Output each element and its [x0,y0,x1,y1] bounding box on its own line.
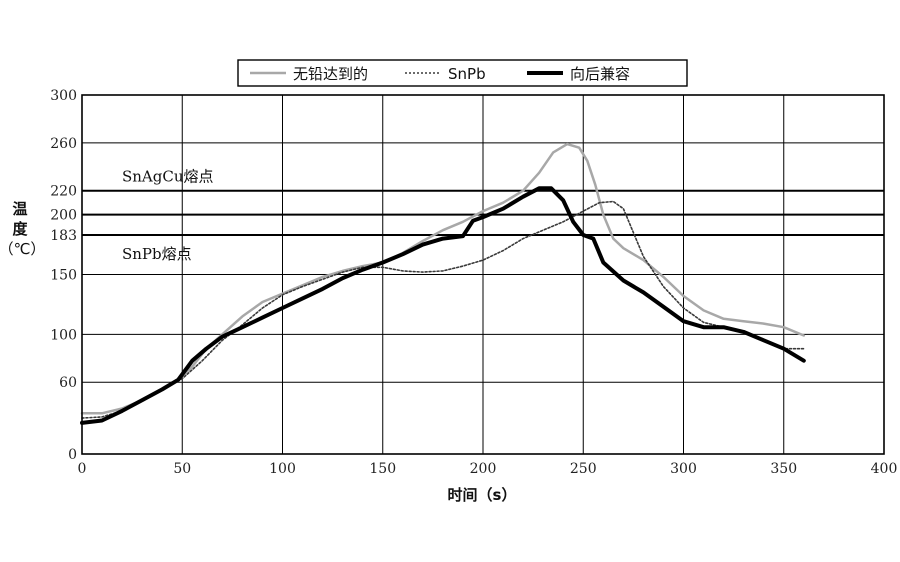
y-tick-label: 220 [50,184,77,200]
y-tick-label: 60 [59,375,77,391]
melting-point-lines [82,189,884,237]
y-axis-label-3: （℃） [0,240,45,258]
melting-point-label: SnPb熔点 [122,245,192,263]
grid-lines [82,95,884,454]
legend-label: SnPb [448,65,486,83]
y-axis-label-2: 度 [12,220,28,238]
x-tick-label: 0 [78,461,87,477]
x-tick-label: 350 [770,461,797,477]
legend-label: 无铅达到的 [293,65,368,83]
x-tick-label: 50 [173,461,191,477]
x-tick-label: 100 [269,461,296,477]
x-tick-label: 250 [570,461,597,477]
x-tick-label: 200 [470,461,497,477]
x-tick-label: 400 [871,461,898,477]
y-tick-label: 150 [50,268,77,284]
legend-label: 向后兼容 [570,65,630,83]
series-line [81,200,805,419]
y-tick-label: 183 [50,228,77,244]
melting-point-label: SnAgCu熔点 [122,168,214,186]
annotations: SnAgCu熔点 SnPb熔点 [122,168,214,263]
y-tick-label: 100 [50,327,77,343]
plot-border [81,94,885,455]
x-axis-label: 时间（s） [448,486,517,504]
series-lines [80,142,806,425]
y-axis-label-1: 温 [12,200,27,218]
y-tick-label: 200 [50,208,77,224]
y-tick-label: 300 [50,88,77,104]
x-tick-label: 300 [670,461,697,477]
x-tick-label: 150 [369,461,396,477]
y-tick-label: 260 [50,136,77,152]
legend-box [237,59,688,87]
tick-labels: 0 50 100 150 200 250 300 350 400 0 60 100 150 183 200 2… [50,88,897,477]
legend: 无铅达到的 SnPb 向后兼容 [237,59,688,87]
series-line [80,186,806,425]
y-tick-label: 0 [68,447,77,463]
